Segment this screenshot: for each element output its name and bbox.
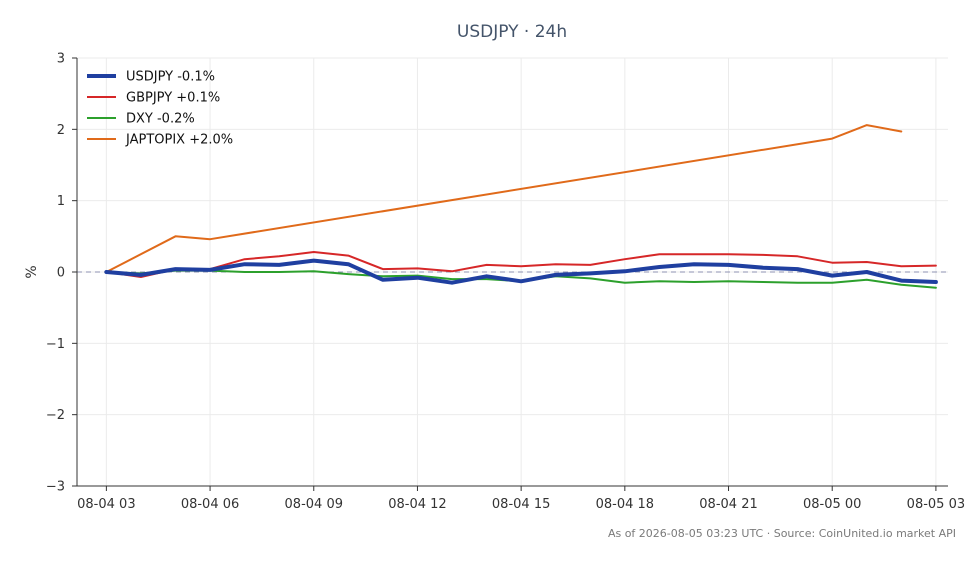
x-tick-label: 08-04 06 [181,497,239,512]
series-line-0 [104,258,938,285]
x-tick-label: 08-04 18 [596,497,654,512]
x-tick-label: 08-04 03 [77,497,135,512]
x-axis-ticks: 08-04 03 08-04 06 08-04 09 08-04 12 08-04 15… [77,486,965,512]
y-tick-label: −3 [46,480,65,495]
y-axis-label: % [24,265,40,278]
y-axis-ticks: 3 2 1 0 −1 −2 −3 [46,52,77,495]
footer-source-note: As of 2026-08-05 03:23 UTC · Source: Coi… [608,527,956,540]
x-tick-label: 08-04 12 [388,497,446,512]
y-tick-label: −1 [46,337,65,352]
legend-label-1: GBPJPY +0.1% [126,91,220,106]
y-tick-label: 1 [57,194,65,209]
series-lines [104,124,938,289]
x-tick-label: 08-04 15 [492,497,550,512]
series-line-1 [105,251,937,278]
x-tick-label: 08-04 09 [285,497,343,512]
legend-label-0: USDJPY -0.1% [126,70,215,85]
x-tick-label: 08-04 21 [699,497,757,512]
x-tick-label: 08-05 00 [803,497,861,512]
x-tick-label: 08-05 03 [907,497,965,512]
y-tick-label: 3 [57,52,65,67]
legend-label-3: JAPTOPIX +2.0% [125,133,233,148]
legend-label-2: DXY -0.2% [126,112,195,127]
y-tick-label: −2 [46,408,65,423]
legend: USDJPY -0.1% GBPJPY +0.1% DXY -0.2% JAPTOPI… [87,70,233,148]
y-tick-label: 2 [57,123,65,138]
series-line-3 [105,124,903,273]
y-tick-label: 0 [57,266,65,281]
chart-title: USDJPY · 24h [457,22,567,42]
